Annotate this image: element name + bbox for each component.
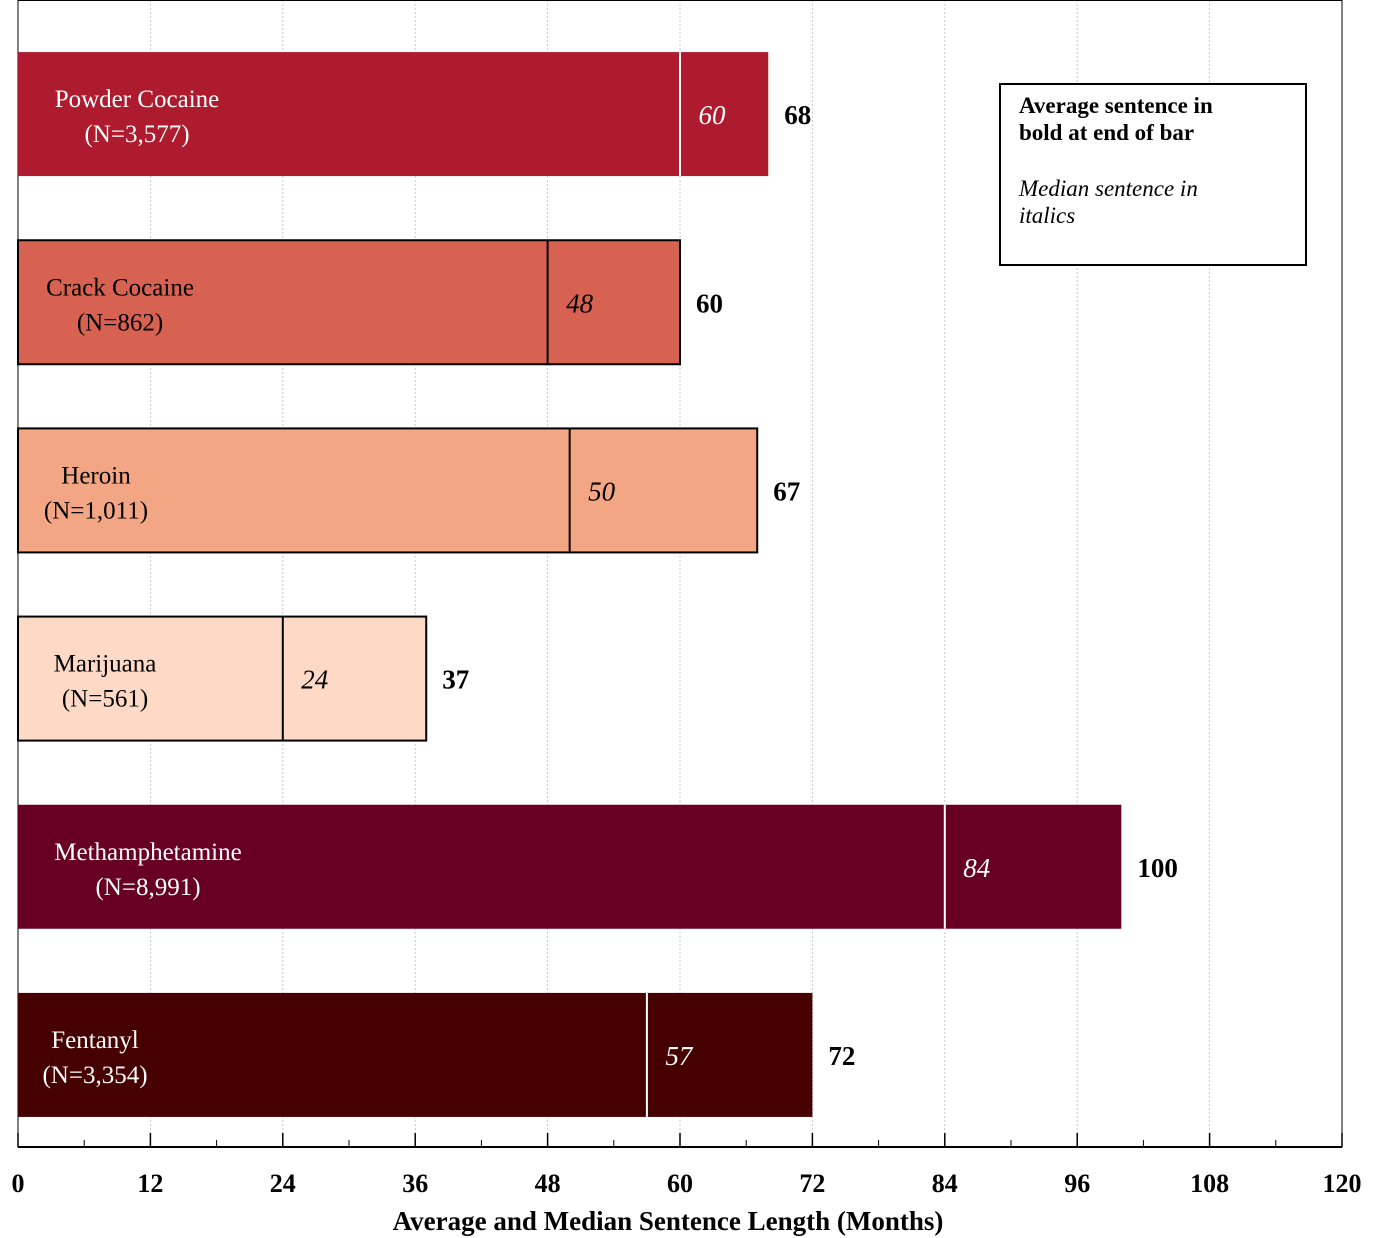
average-label-marijuana: 37 [442, 665, 469, 695]
bar-group-marijuana: Marijuana (N=561) 24 37 [18, 617, 469, 741]
category-name-methamphetamine: Methamphetamine [54, 839, 241, 866]
tick-label-36: 36 [402, 1169, 428, 1198]
category-n-heroin: (N=1,011) [44, 497, 148, 524]
median-label-crack-cocaine: 48 [566, 288, 594, 318]
average-label-heroin: 67 [773, 476, 800, 506]
category-name-crack-cocaine: Crack Cocaine [46, 274, 194, 301]
legend-line-2: bold at end of bar [1019, 120, 1194, 145]
average-label-powder-cocaine: 68 [784, 100, 811, 130]
bar-group-methamphetamine: Methamphetamine (N=8,991) 84 100 [18, 805, 1178, 929]
category-n-marijuana: (N=561) [62, 686, 148, 713]
bar-methamphetamine [18, 805, 1121, 929]
average-label-crack-cocaine: 60 [696, 288, 723, 318]
median-label-powder-cocaine: 60 [699, 100, 727, 130]
bar-heroin [18, 428, 757, 552]
bar-group-powder-cocaine: Powder Cocaine (N=3,577) 60 68 [18, 52, 811, 176]
tick-label-12: 12 [137, 1169, 163, 1198]
average-label-methamphetamine: 100 [1137, 853, 1178, 883]
bar-fentanyl [18, 993, 812, 1117]
category-name-heroin: Heroin [61, 462, 131, 489]
average-label-fentanyl: 72 [828, 1041, 855, 1071]
tick-label-120: 120 [1323, 1169, 1362, 1198]
median-label-marijuana: 24 [301, 665, 328, 695]
tick-label-24: 24 [270, 1169, 296, 1198]
tick-label-108: 108 [1190, 1169, 1229, 1198]
category-name-marijuana: Marijuana [54, 651, 157, 678]
bar-group-crack-cocaine: Crack Cocaine (N=862) 48 60 [18, 240, 723, 364]
x-axis-title: Average and Median Sentence Length (Mont… [393, 1206, 944, 1236]
legend-line-4: italics [1019, 203, 1075, 228]
tick-label-84: 84 [932, 1169, 958, 1198]
median-label-fentanyl: 57 [665, 1041, 694, 1071]
category-n-fentanyl: (N=3,354) [42, 1062, 147, 1089]
legend-line-3: Median sentence in [1018, 176, 1198, 201]
category-name-powder-cocaine: Powder Cocaine [55, 86, 220, 113]
x-axis: 0 12 24 36 48 60 72 84 96 108 120 [12, 1133, 1362, 1198]
category-name-fentanyl: Fentanyl [51, 1027, 139, 1054]
category-n-methamphetamine: (N=8,991) [95, 874, 200, 901]
category-n-crack-cocaine: (N=862) [77, 309, 163, 336]
legend: Average sentence in bold at end of bar M… [1000, 84, 1306, 265]
bar-group-heroin: Heroin (N=1,011) 50 67 [18, 428, 800, 552]
bar-powder-cocaine [18, 52, 768, 176]
median-label-methamphetamine: 84 [963, 853, 990, 883]
legend-line-1: Average sentence in [1019, 93, 1213, 118]
bar-group-fentanyl: Fentanyl (N=3,354) 57 72 [18, 993, 855, 1117]
tick-label-0: 0 [12, 1169, 25, 1198]
bar-marijuana [18, 617, 426, 741]
median-label-heroin: 50 [588, 476, 616, 506]
category-n-powder-cocaine: (N=3,577) [84, 121, 189, 148]
tick-label-96: 96 [1064, 1169, 1090, 1198]
tick-label-48: 48 [535, 1169, 561, 1198]
tick-label-60: 60 [667, 1169, 693, 1198]
tick-label-72: 72 [799, 1169, 825, 1198]
